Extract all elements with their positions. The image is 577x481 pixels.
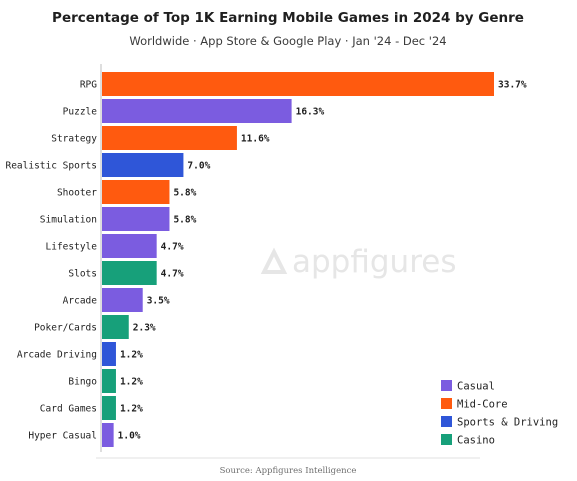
legend-label: Mid-Core [457, 399, 508, 411]
category-label: Slots [68, 269, 97, 280]
value-label: 5.8% [173, 188, 196, 199]
watermark-text: appfigures [292, 244, 457, 280]
category-label: Realistic Sports [5, 161, 97, 172]
bar-poker-cards [102, 315, 129, 339]
category-label: Card Games [40, 404, 97, 415]
value-label: 5.8% [173, 215, 196, 226]
value-label: 16.3% [296, 107, 325, 118]
category-label: Arcade [63, 296, 98, 307]
value-label: 11.6% [241, 134, 270, 145]
bar-realistic-sports [102, 153, 184, 177]
legend-swatch [441, 398, 452, 409]
value-label: 1.2% [120, 350, 143, 361]
category-label: Arcade Driving [17, 350, 97, 361]
chart-title: Percentage of Top 1K Earning Mobile Game… [52, 10, 524, 26]
bar-slots [102, 261, 157, 285]
category-label: Lifestyle [46, 242, 98, 253]
category-label: Strategy [51, 134, 97, 145]
value-label: 1.0% [118, 431, 141, 442]
category-label: Hyper Casual [28, 431, 97, 442]
watermark: appfigures [260, 244, 457, 280]
category-label: RPG [80, 80, 97, 91]
value-label: 1.2% [120, 377, 143, 388]
legend-label: Casual [457, 381, 495, 393]
bars-group [102, 72, 494, 447]
value-label: 4.7% [161, 242, 184, 253]
bar-arcade-driving [102, 342, 116, 366]
category-label: Poker/Cards [34, 323, 97, 334]
chart-subtitle: Worldwide · App Store & Google Play · Ja… [129, 34, 446, 48]
bar-bingo [102, 369, 116, 393]
bar-shooter [102, 180, 170, 204]
legend-swatch [441, 434, 452, 445]
value-labels-group: 33.7% 16.3% 11.6% 7.0% 5.8% 5.8% 4.7% 4.7% 3.5% 2… [118, 80, 527, 442]
category-label: Simulation [40, 215, 97, 226]
value-label: 7.0% [187, 161, 210, 172]
legend-swatch [441, 380, 452, 391]
bar-simulation [102, 207, 170, 231]
value-label: 3.5% [147, 296, 170, 307]
value-label: 1.2% [120, 404, 143, 415]
value-label: 4.7% [161, 269, 184, 280]
legend: Casual Mid-Core Sports & Driving Casino [441, 380, 558, 447]
legend-label: Sports & Driving [457, 417, 558, 429]
value-label: 33.7% [498, 80, 527, 91]
category-label: Puzzle [63, 107, 98, 118]
legend-swatch [441, 416, 452, 427]
category-label: Shooter [57, 188, 97, 199]
bar-strategy [102, 126, 237, 150]
bar-puzzle [102, 99, 292, 123]
category-label: Bingo [68, 377, 97, 388]
value-label: 2.3% [133, 323, 156, 334]
bar-hyper-casual [102, 423, 114, 447]
bar-arcade [102, 288, 143, 312]
source-note: Source: Appfigures Intelligence [220, 466, 357, 476]
bar-card-games [102, 396, 116, 420]
legend-label: Casino [457, 435, 495, 447]
category-labels-group: RPG Puzzle Strategy Realistic Sports Shooter… [5, 80, 97, 442]
bar-rpg [102, 72, 494, 96]
bar-lifestyle [102, 234, 157, 258]
